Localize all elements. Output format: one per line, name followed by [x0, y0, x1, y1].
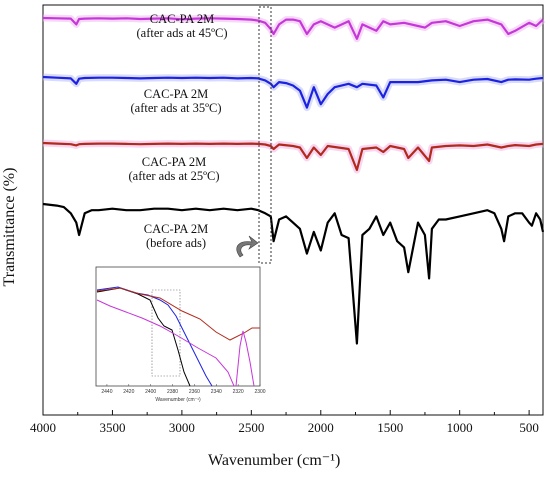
- inset-tick-label: 2360: [189, 389, 200, 395]
- plot-frame: [42, 4, 544, 416]
- zoom-region-box: [258, 6, 272, 264]
- series-layer: [42, 6, 546, 345]
- inset-x-title: Wavenumber (cm⁻¹): [155, 397, 201, 403]
- y-axis-title: Transmittance (%): [1, 167, 18, 287]
- inset-tick-label: 2400: [145, 389, 156, 395]
- main-axes: 4000 3500 3000 2500 2000 1500 1000 500: [30, 4, 544, 435]
- x-tick-label: 3000: [169, 420, 195, 435]
- x-tick-label: 500: [519, 420, 539, 435]
- x-tick-label: 2000: [308, 420, 334, 435]
- inset-tick-label: 2440: [101, 389, 112, 395]
- label-45c-name: CAC-PA 2M: [149, 12, 215, 26]
- inset-frame: [95, 266, 261, 387]
- inset-tick-label: 2340: [211, 389, 222, 395]
- label-before-name: CAC-PA 2M: [143, 222, 209, 236]
- inset-plot: 2440 2420 2400 2380 2360 2340 2320 2300 Wavenumb…: [95, 266, 266, 403]
- x-tick-label: 3500: [99, 420, 125, 435]
- series-line: [42, 141, 544, 172]
- inset-tick-label: 2300: [254, 389, 265, 395]
- series-line: [42, 202, 545, 345]
- label-before-condition: (before ads): [145, 236, 207, 250]
- x-axis-title: Wavenumber (cm⁻¹): [208, 452, 341, 469]
- x-tick-label: 4000: [30, 420, 56, 435]
- x-tick-label: 1000: [447, 420, 473, 435]
- inset-series-line: [96, 287, 260, 341]
- inset-tick-label: 2420: [123, 389, 134, 395]
- x-tick-label: 2500: [238, 420, 264, 435]
- inset-tick-label: 2320: [233, 389, 244, 395]
- label-35c-condition: (after ads at 35ºC): [130, 101, 222, 115]
- inset-tick-label: 2380: [167, 389, 178, 395]
- inset-series-line: [96, 299, 255, 387]
- series-line: [42, 75, 544, 109]
- series-line: [42, 16, 544, 40]
- label-25c-name: CAC-PA 2M: [141, 155, 207, 169]
- label-25c-condition: (after ads at 25ºC): [128, 169, 220, 183]
- pointer-arrow-icon: [236, 235, 259, 258]
- label-45c-condition: (after ads at 45ºC): [136, 26, 228, 40]
- label-35c-name: CAC-PA 2M: [143, 87, 209, 101]
- x-tick-label: 1500: [377, 420, 403, 435]
